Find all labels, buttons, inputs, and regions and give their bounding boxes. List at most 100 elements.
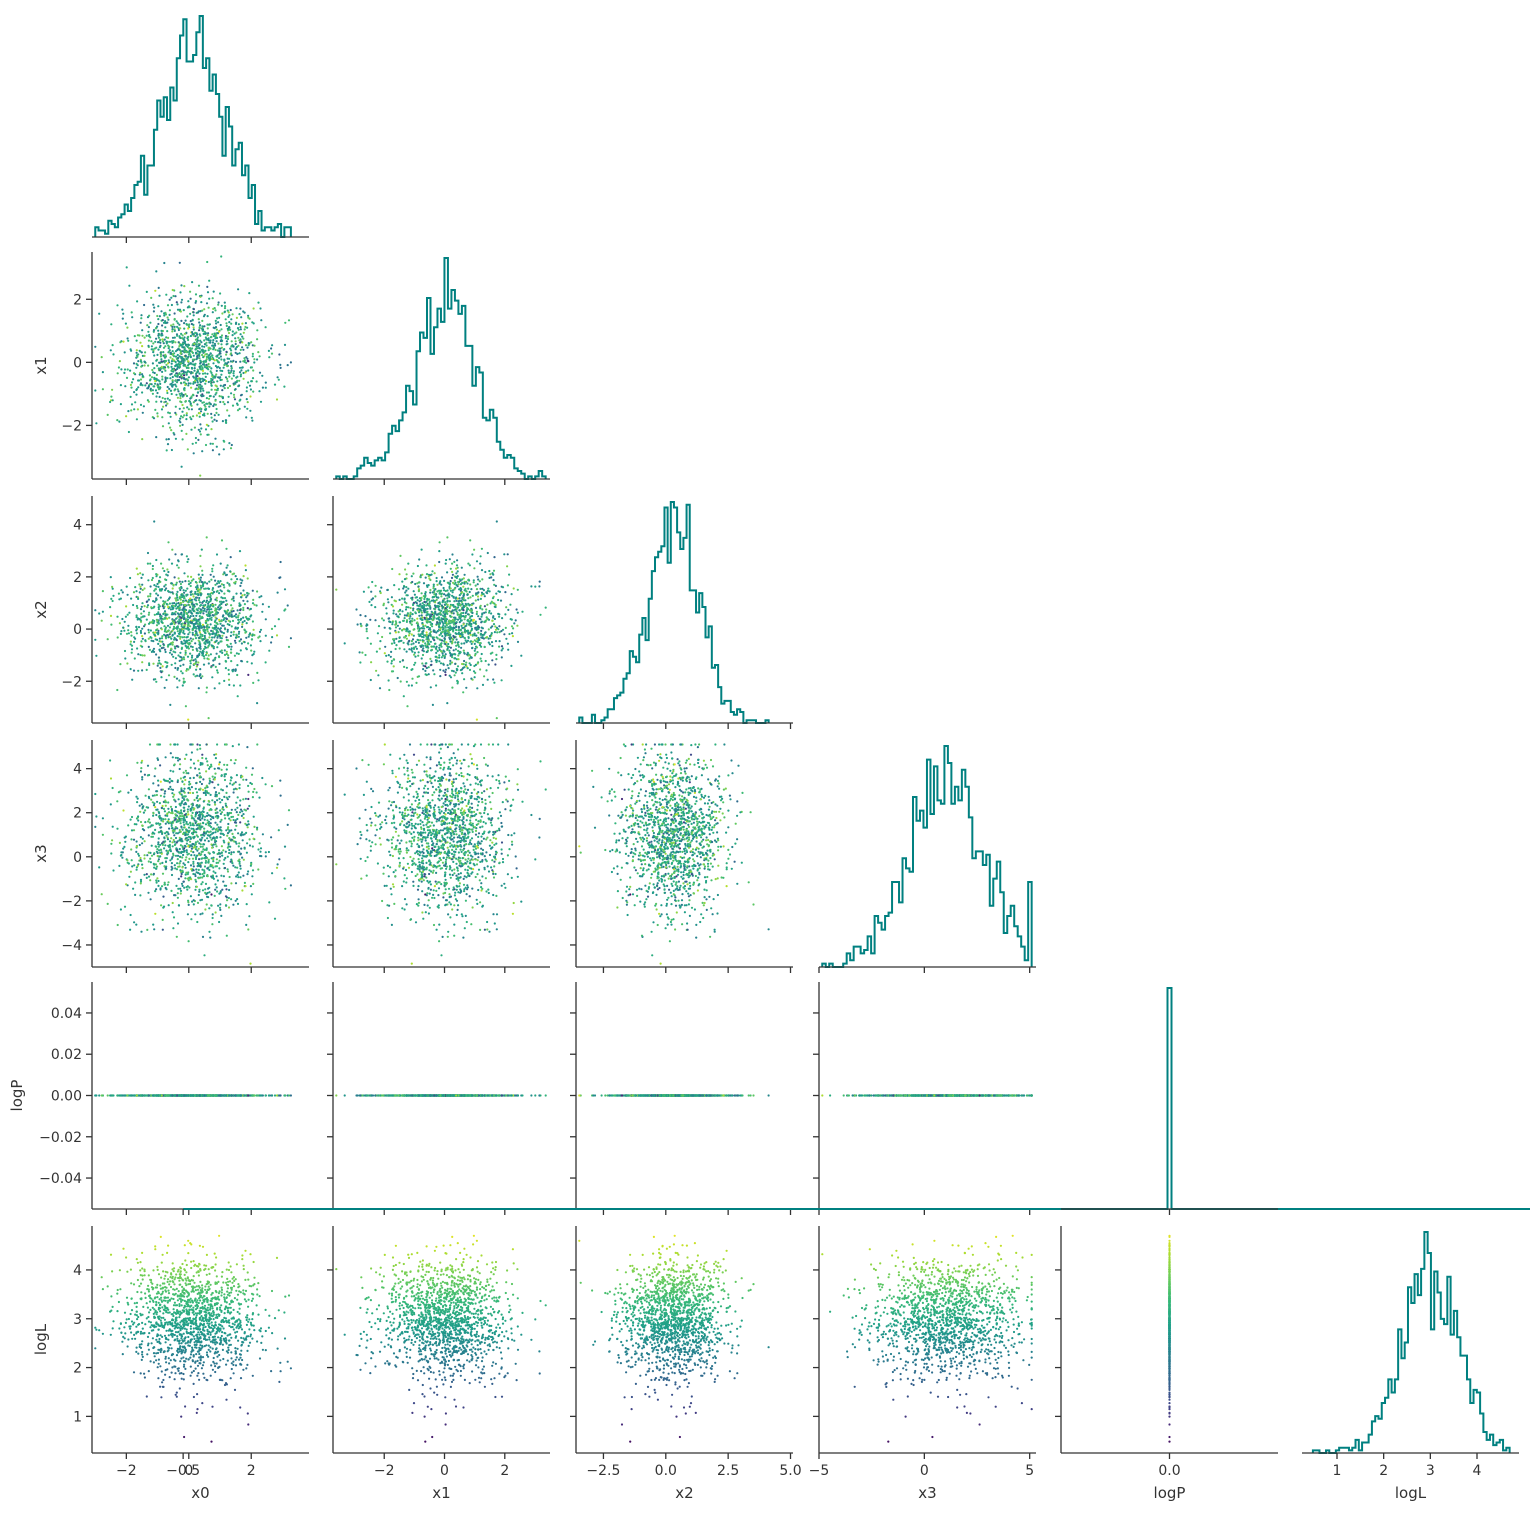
scatter-point <box>214 349 216 351</box>
scatter-point <box>178 633 180 635</box>
scatter-point <box>181 411 183 413</box>
scatter-point <box>447 646 449 648</box>
scatter-point <box>118 598 120 600</box>
scatter-point <box>210 595 212 597</box>
scatter-point <box>173 676 175 678</box>
scatter-point <box>452 619 454 621</box>
scatter-point <box>440 662 442 664</box>
scatter-point <box>166 392 168 394</box>
scatter-point <box>119 360 121 362</box>
scatter-point <box>206 286 208 288</box>
scatter-point <box>287 604 289 606</box>
scatter-point <box>150 606 152 608</box>
scatter-point <box>418 590 420 592</box>
scatter-point <box>172 384 174 386</box>
scatter-point <box>436 590 438 592</box>
scatter-point <box>175 618 177 620</box>
scatter-point <box>201 450 203 452</box>
scatter-point <box>164 844 166 846</box>
scatter-point <box>442 600 444 602</box>
scatter-point <box>211 333 213 335</box>
scatter-point <box>214 359 216 361</box>
scatter-point <box>491 641 493 643</box>
scatter-point <box>137 334 139 336</box>
scatter-point <box>394 624 396 626</box>
scatter-point <box>219 352 221 354</box>
scatter-point <box>164 649 166 651</box>
scatter-point <box>376 651 378 653</box>
scatter-point <box>450 587 452 589</box>
scatter-point <box>139 586 141 588</box>
scatter-point <box>230 360 232 362</box>
scatter-point <box>168 904 170 906</box>
scatter-point <box>189 416 191 418</box>
scatter-point <box>235 593 237 595</box>
scatter-point <box>391 660 393 662</box>
scatter-point <box>211 781 213 783</box>
scatter-point <box>181 373 183 375</box>
scatter-point <box>235 340 237 342</box>
scatter-point <box>195 581 197 583</box>
scatter-point <box>154 631 156 633</box>
scatter-point <box>187 448 189 450</box>
scatter-point <box>228 669 230 671</box>
scatter-point <box>485 631 487 633</box>
scatter-point <box>256 743 258 745</box>
scatter-point <box>460 647 462 649</box>
scatter-point <box>418 581 420 583</box>
scatter-point <box>169 349 171 351</box>
scatter-point <box>230 652 232 654</box>
scatter-point <box>177 379 179 381</box>
scatter-point <box>261 611 263 613</box>
scatter-point <box>158 287 160 289</box>
scatter-point <box>498 646 500 648</box>
scatter-point <box>230 779 232 781</box>
scatter-point <box>241 341 243 343</box>
scatter-point <box>202 601 204 603</box>
scatter-point <box>511 625 513 627</box>
scatter-point <box>192 415 194 417</box>
scatter-point <box>396 615 398 617</box>
scatter-point <box>147 826 149 828</box>
scatter-point <box>467 620 469 622</box>
scatter-point <box>223 360 225 362</box>
scatter-point <box>199 631 201 633</box>
scatter-point <box>171 563 173 565</box>
scatter-point <box>250 644 252 646</box>
scatter-point <box>426 601 428 603</box>
scatter-point <box>417 599 419 601</box>
scatter-point <box>239 326 241 328</box>
scatter-point <box>214 776 216 778</box>
scatter-point <box>159 645 161 647</box>
scatter-point <box>232 745 234 747</box>
scatter-point <box>480 605 482 607</box>
scatter-point <box>211 389 213 391</box>
scatter-point <box>501 645 503 647</box>
scatter-point <box>214 309 216 311</box>
scatter-point <box>461 672 463 674</box>
scatter-point <box>244 620 246 622</box>
scatter-point <box>230 352 232 354</box>
scatter-point <box>253 358 255 360</box>
scatter-point <box>219 348 221 350</box>
scatter-point <box>150 388 152 390</box>
scatter-point <box>174 341 176 343</box>
scatter-point <box>232 360 234 362</box>
scatter-point <box>187 346 189 348</box>
scatter-point <box>182 664 184 666</box>
scatter-point <box>485 669 487 671</box>
scatter-point <box>205 654 207 656</box>
scatter-point <box>395 638 397 640</box>
scatter-point <box>110 598 112 600</box>
scatter-point <box>259 307 261 309</box>
scatter-point <box>188 783 190 785</box>
scatter-point <box>457 581 459 583</box>
scatter-point <box>192 319 194 321</box>
scatter-point <box>199 423 201 425</box>
scatter-point <box>153 417 155 419</box>
scatter-point <box>390 656 392 658</box>
scatter-point <box>199 335 201 337</box>
scatter-point <box>237 288 239 290</box>
scatter-point <box>162 319 164 321</box>
scatter-point <box>465 639 467 641</box>
